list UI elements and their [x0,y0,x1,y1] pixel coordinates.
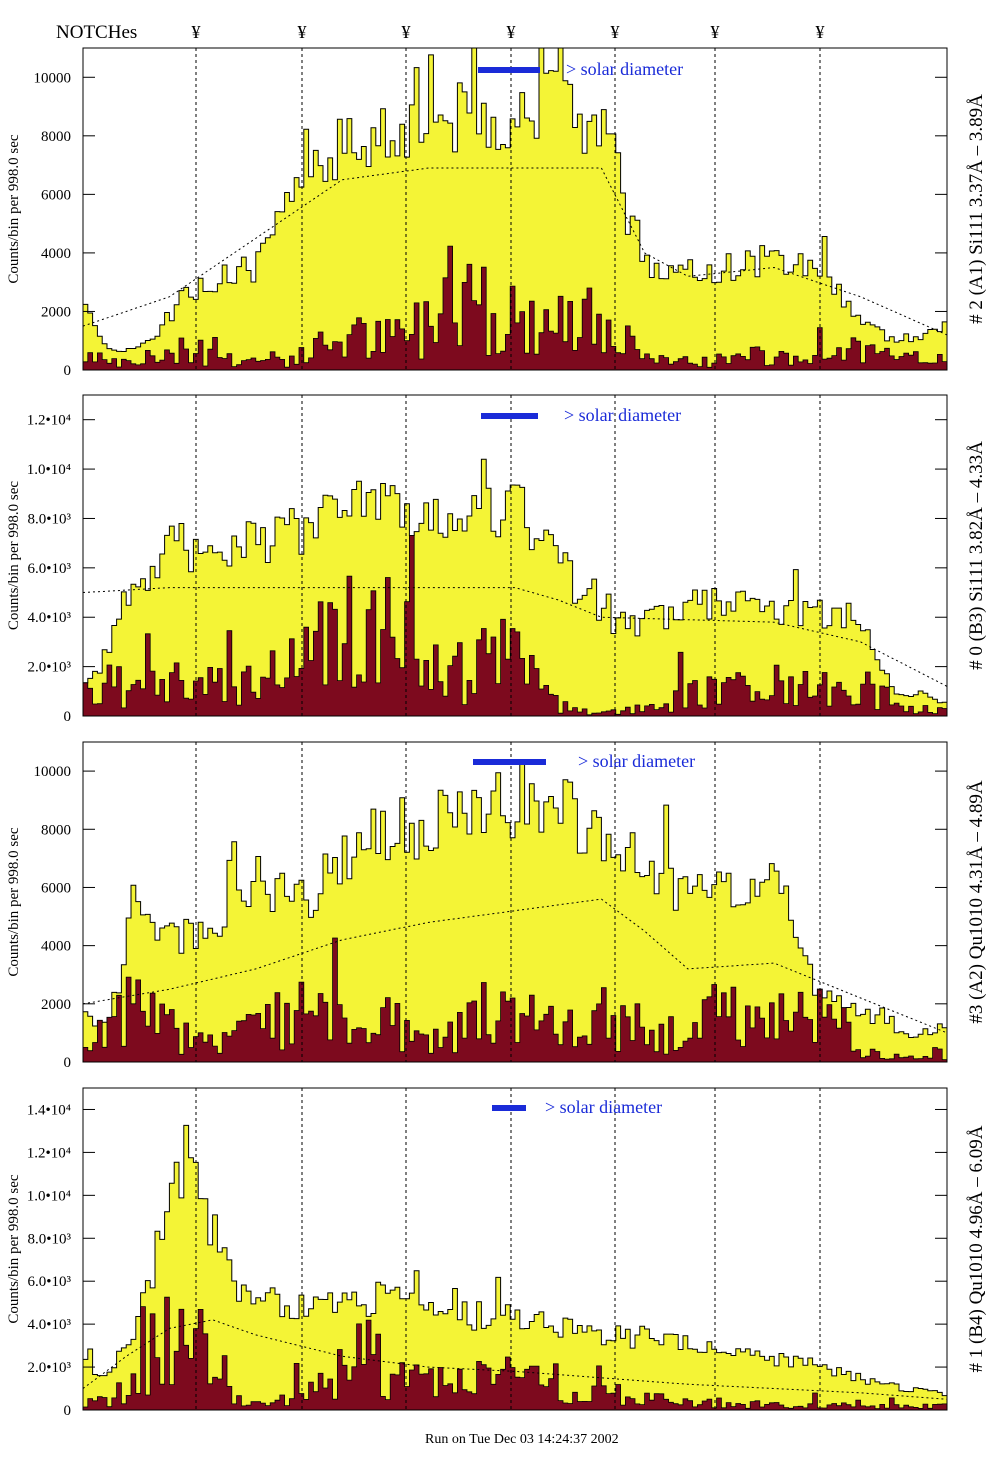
model-curve [82,1319,948,1400]
plot-frame [82,1087,948,1411]
notches-title: NOTCHes [56,22,137,43]
histogram-component [82,1296,948,1411]
detector-label: #3 (A2) Qu1010 4.31Å – 4.89Å [966,780,987,1024]
solar-diameter-label: > solar diameter [564,405,681,425]
notch-markers: ¥ ¥ ¥ ¥ ¥ ¥ ¥ [192,22,825,42]
y-tick-label: 2000 [41,304,71,320]
plot-frame [82,741,948,1063]
notch-marker-3: ¥ [402,22,411,42]
histogram-total [82,458,948,717]
solar-diameter-label: > solar diameter [578,751,695,771]
plot-frame [82,394,948,717]
y-tick-label: 1.2•10⁴ [27,413,71,429]
histogram-total [82,1124,948,1411]
y-tick-label: 10000 [34,764,72,780]
histogram-component [82,937,948,1063]
panel-2: 0 2.0•10³ 4.0•10³ 6.0•10³ 8.0•10³ 1.0•10⁴ 1.2•… [6,394,987,725]
y-tick-label: 0 [64,363,72,379]
y-tick-label: 2.0•10³ [28,660,72,676]
y-tick-label: 0 [64,709,72,725]
y-tick-label: 4000 [41,939,71,955]
y-tick-label: 8000 [41,822,71,838]
y-tick-label: 4000 [41,246,71,262]
model-curve [82,898,948,1034]
y-tick-label: 6.0•10³ [28,1274,72,1290]
notch-marker-6: ¥ [711,22,720,42]
y-tick-label: 2.0•10³ [28,1360,72,1376]
y-tick-label: 6000 [41,187,71,203]
notch-marker-2: ¥ [298,22,307,42]
y-tick-label: 0 [64,1403,72,1419]
run-timestamp: Run on Tue Dec 03 14:24:37 2002 [425,1432,619,1447]
y-tick-label: 8.0•10³ [28,1231,72,1247]
y-axis-label: Counts/bin per 998.0 sec [6,134,22,283]
detector-label: # 0 (B3) Si111 3.82Å – 4.33Å [966,441,987,670]
detector-label: # 1 (B4) Qu1010 4.96Å – 6.09Å [966,1125,987,1372]
y-tick-label: 6000 [41,880,71,896]
model-curve [82,167,948,336]
chart-panels: 0 2000 4000 6000 8000 10000 Counts/bin per 998… [6,47,987,1419]
notch-marker-5: ¥ [611,22,620,42]
y-tick-label: 1.4•10⁴ [27,1102,71,1118]
histogram-total [82,47,948,371]
y-tick-label: 1.2•10⁴ [27,1145,71,1161]
panel-4: 0 2.0•10³ 4.0•10³ 6.0•10³ 8.0•10³ 1.0•10⁴ 1.2•… [6,1087,987,1419]
model-curve [82,587,948,687]
y-tick-label: 10000 [34,70,72,86]
y-axis-label: Counts/bin per 998.0 sec [6,481,22,630]
y-tick-label: 1.0•10⁴ [27,1188,71,1204]
notch-marker-7: ¥ [816,22,825,42]
y-tick-label: 6.0•10³ [28,561,72,577]
y-tick-label: 8.0•10³ [28,511,72,527]
histogram-component [82,535,948,717]
notch-marker-4: ¥ [507,22,516,42]
plot-frame [82,47,948,371]
notch-marker-1: ¥ [192,22,201,42]
panel-1: 0 2000 4000 6000 8000 10000 Counts/bin per 998… [6,47,987,379]
y-tick-label: 1.0•10⁴ [27,462,71,478]
y-tick-label: 4.0•10³ [28,610,72,626]
y-tick-label: 0 [64,1055,72,1071]
panel-3: 0 2000 4000 6000 8000 10000 Counts/bin per 998… [6,741,987,1071]
y-tick-label: 4.0•10³ [28,1317,72,1333]
solar-diameter-label: > solar diameter [545,1097,662,1117]
y-axis-label: Counts/bin per 998.0 sec [6,827,22,976]
y-tick-label: 8000 [41,129,71,145]
histogram-component [82,245,948,371]
solar-diameter-label: > solar diameter [566,59,683,79]
y-tick-label: 2000 [41,997,71,1013]
detector-label: # 2 (A1) Si111 3.37Å – 3.89Å [966,94,987,324]
y-axis-label: Counts/bin per 998.0 sec [6,1174,22,1323]
